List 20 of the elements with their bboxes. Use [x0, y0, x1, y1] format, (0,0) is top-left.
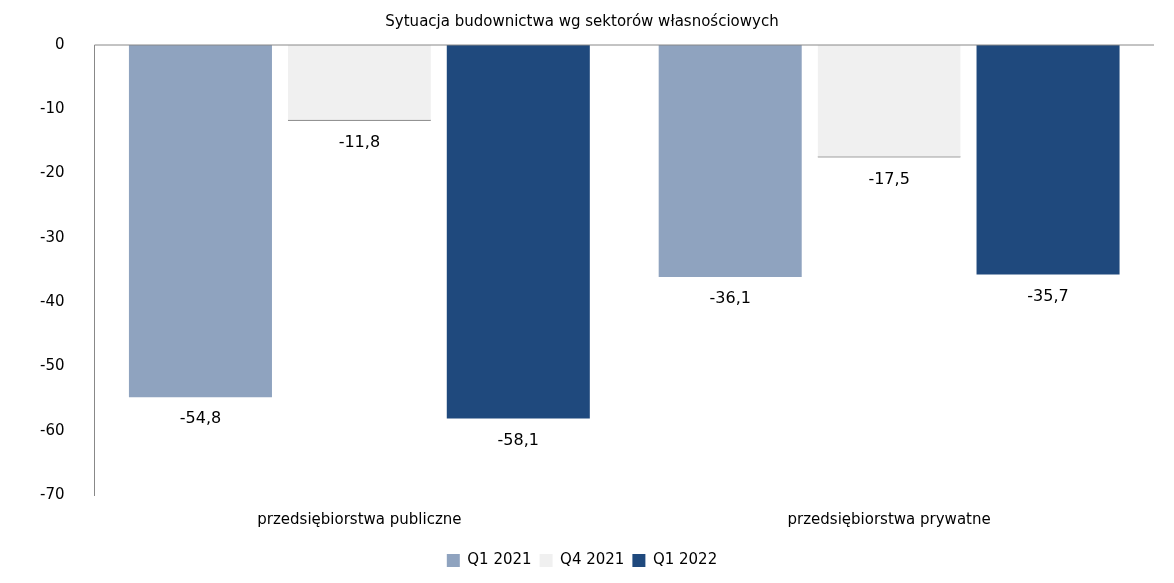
chart-title: Sytuacja budownictwa wg sektorów własnościowych: [385, 11, 779, 30]
y-tick-label: -70: [40, 484, 65, 503]
x-tick-label: przedsiębiorstwa publiczne: [257, 509, 462, 528]
data-label: -36,1: [709, 288, 751, 308]
legend-label: Q1 2021: [467, 550, 532, 569]
y-tick-label: -40: [40, 292, 65, 311]
data-label: -54,8: [179, 408, 222, 428]
y-tick-label: -10: [40, 99, 65, 118]
data-label: -58,1: [497, 429, 539, 449]
y-tick-label: -20: [40, 163, 65, 182]
y-tick-label: -30: [40, 227, 65, 246]
y-tick-label: -50: [40, 356, 65, 375]
legend-label: Q4 2021: [560, 550, 625, 569]
x-tick-label: przedsiębiorstwa prywatne: [787, 509, 991, 528]
legend-label: Q1 2022: [652, 550, 718, 569]
y-tick-label: 0: [54, 34, 65, 53]
data-label: -17,5: [868, 168, 910, 188]
data-label: -35,7: [1027, 285, 1069, 305]
data-label: -11,8: [338, 132, 381, 152]
y-tick-label: -60: [40, 420, 65, 439]
